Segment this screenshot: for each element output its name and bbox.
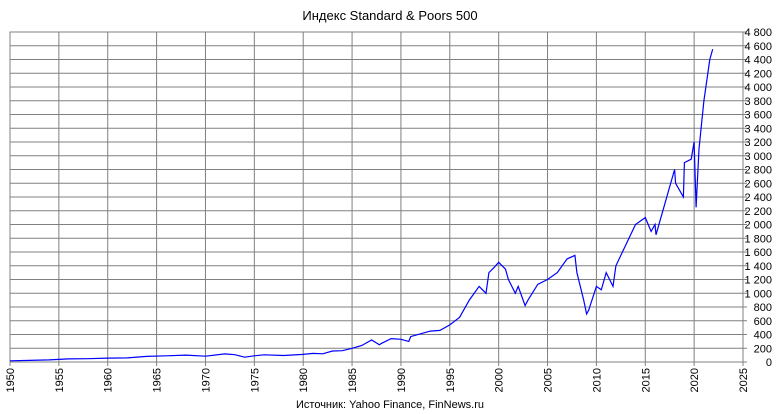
source-note: Источник: Yahoo Finance, FinNews.ru [296,399,484,411]
chart-title: Индекс Standard & Poors 500 [302,8,477,23]
y-tick-label: 3 800 [744,96,772,108]
x-tick-label: 1965 [152,368,164,392]
y-tick-label: 4 800 [744,27,772,39]
x-tick-label: 2020 [689,368,701,392]
y-tick-label: 4 000 [744,82,772,94]
gridlines [10,32,743,362]
y-tick-label: 1 000 [744,288,772,300]
y-tick-label: 400 [754,330,772,342]
x-tick-label: 2000 [494,368,506,392]
x-tick-label: 2005 [543,368,555,392]
y-tick-label: 4 400 [744,55,772,67]
y-tick-label: 3 400 [744,123,772,135]
y-tick-label: 2 200 [744,206,772,218]
x-tick-label: 1950 [5,368,17,392]
y-tick-label: 2 400 [744,192,772,204]
y-tick-label: 800 [754,302,772,314]
x-tick-label: 1955 [54,368,66,392]
x-axis: 1950 1955 1960 1965 1970 1975 1980 1985 1990 1995… [5,362,750,392]
x-tick-label: 1990 [396,368,408,392]
series-line [9,49,714,362]
y-tick-label: 4 200 [744,68,772,80]
y-tick-label: 3 200 [744,137,772,149]
y-tick-label: 2 800 [744,165,772,177]
x-tick-label: 1970 [200,368,212,392]
y-tick-label: 0 [766,357,772,369]
y-tick-label: 1 800 [744,233,772,245]
x-tick-label: 2015 [640,368,652,392]
y-tick-label: 1 600 [744,247,772,259]
x-tick-label: 1975 [249,368,261,392]
y-tick-label: 2 600 [744,178,772,190]
y-tick-label: 4 600 [744,41,772,53]
x-tick-label: 1960 [103,368,115,392]
x-tick-label: 2010 [591,368,603,392]
y-tick-label: 1 400 [744,261,772,273]
x-tick-label: 2025 [738,368,750,392]
y-tick-label: 3 000 [744,151,772,163]
y-tick-label: 2 000 [744,220,772,232]
x-tick-label: 1985 [347,368,359,392]
x-tick-label: 1980 [298,368,310,392]
y-tick-label: 200 [754,343,772,355]
y-tick-label: 3 600 [744,110,772,122]
y-tick-label: 600 [754,316,772,328]
x-tick-label: 1995 [445,368,457,392]
y-tick-label: 1 200 [744,275,772,287]
